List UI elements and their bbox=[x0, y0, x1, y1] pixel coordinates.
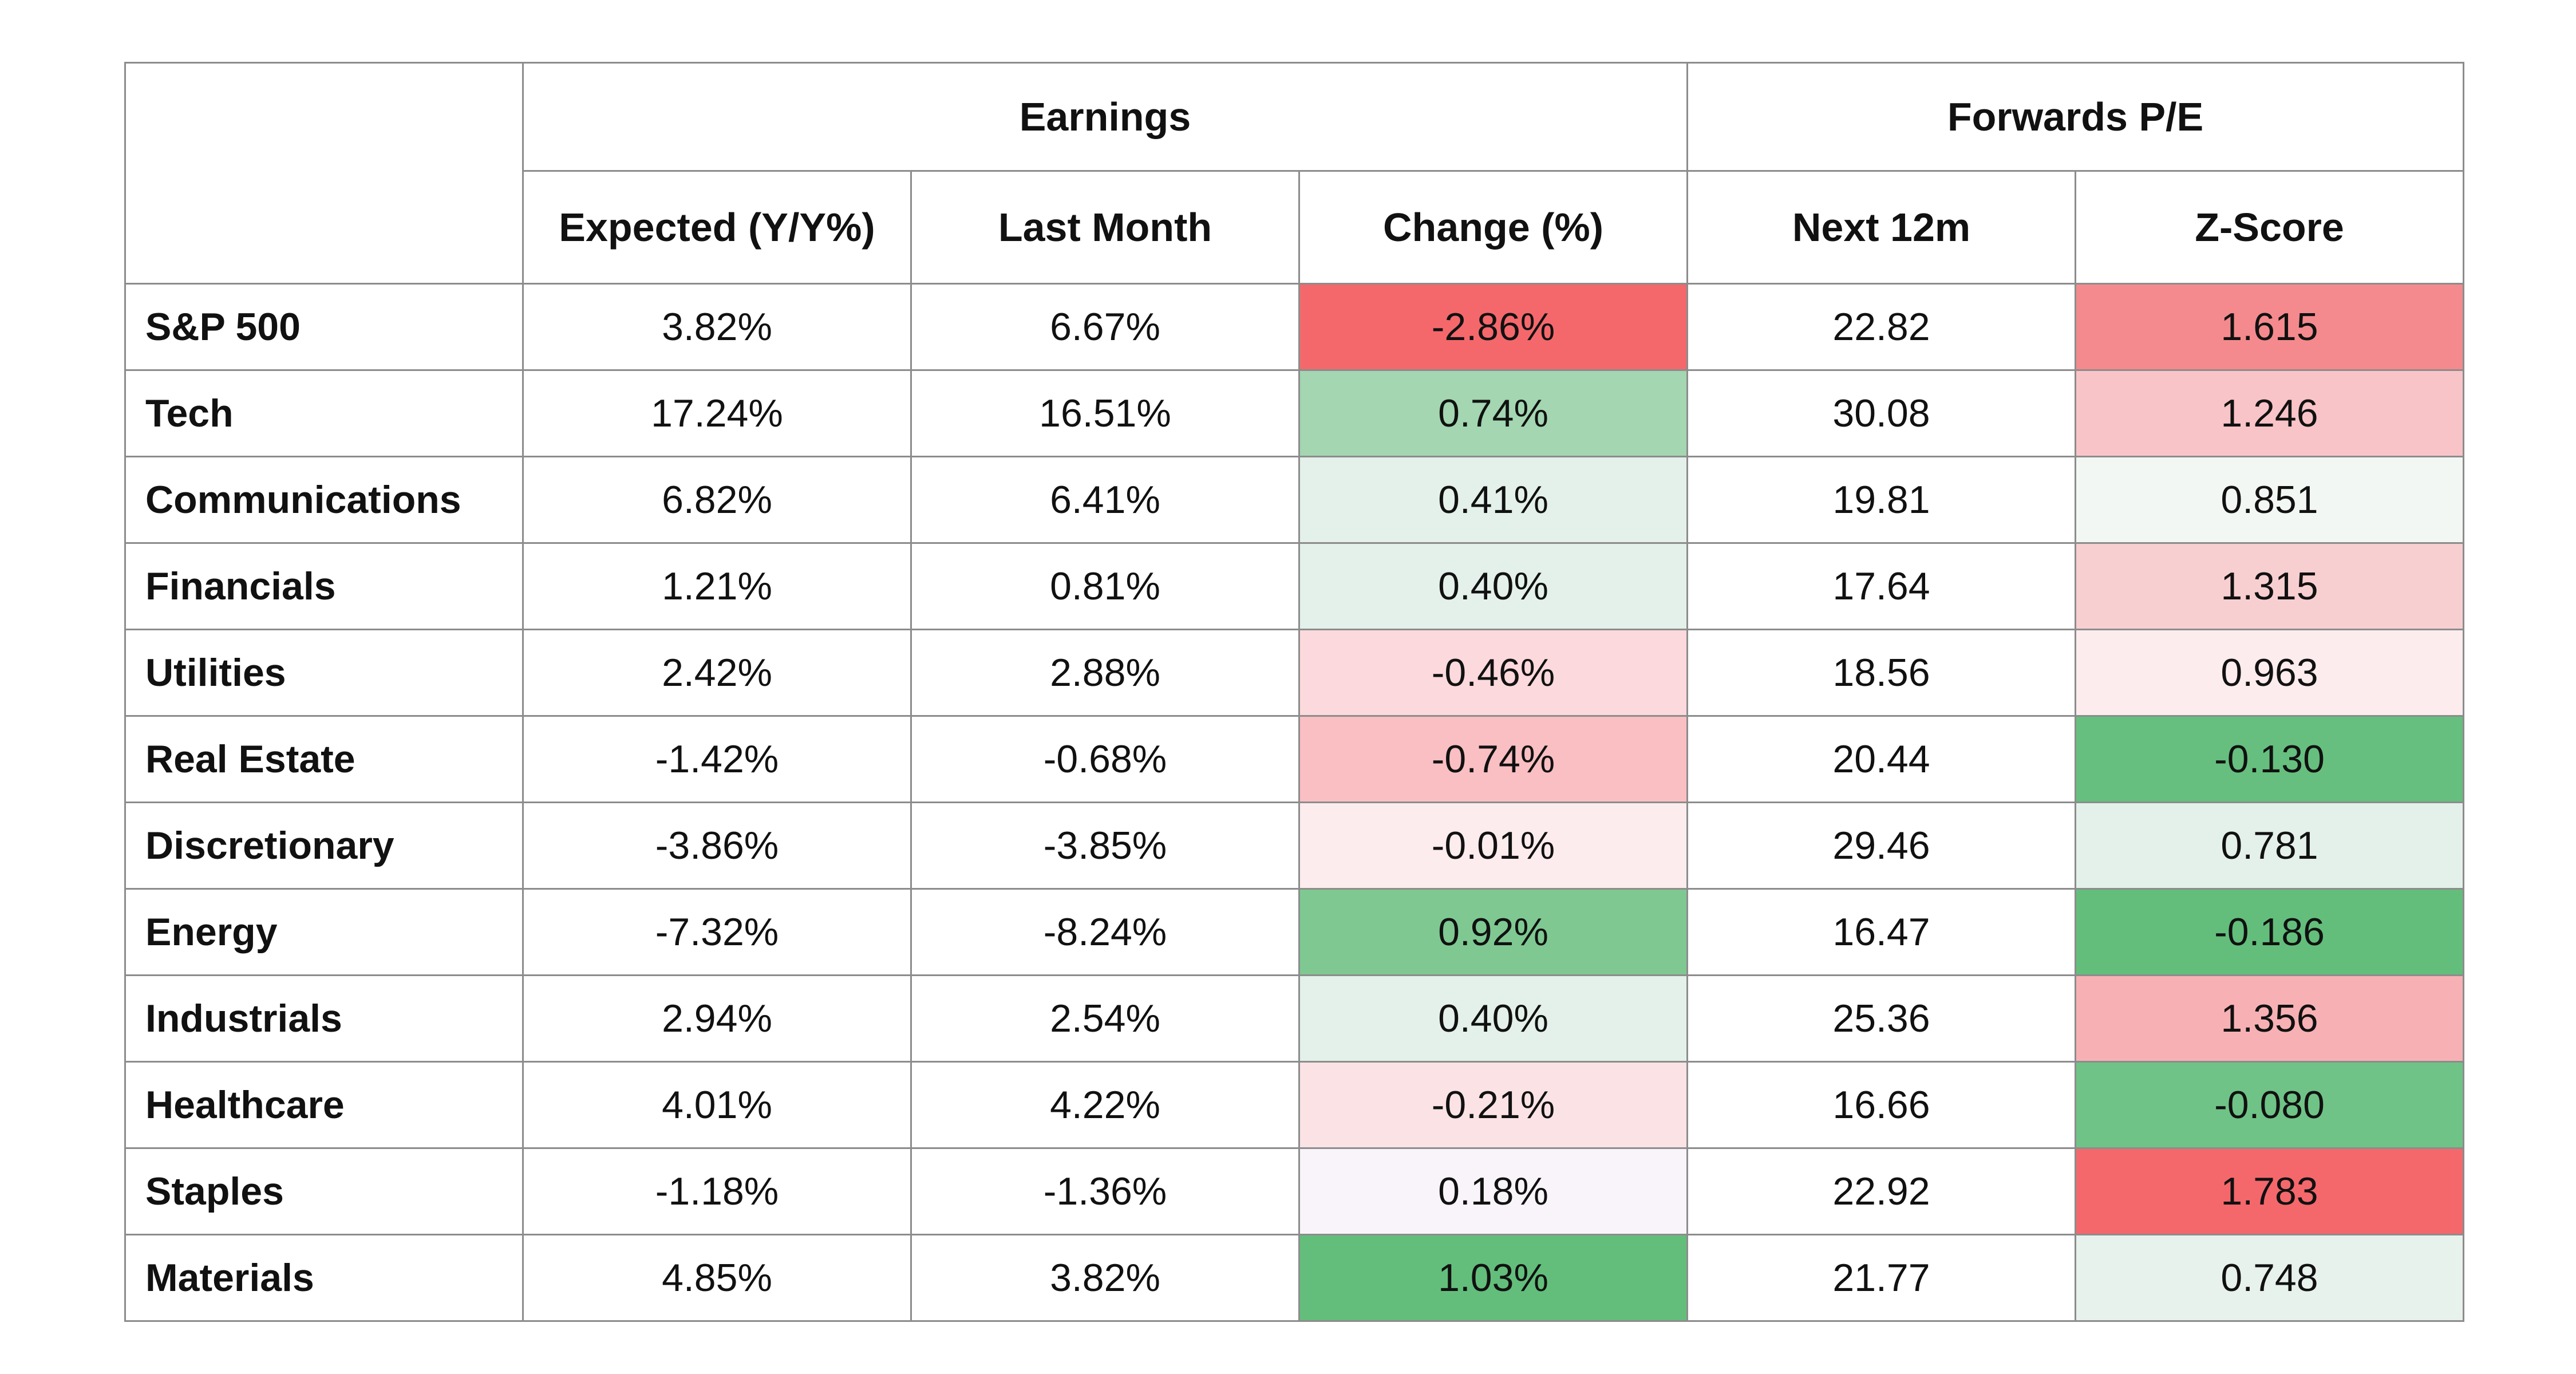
last-month-cell: 16.51% bbox=[910, 369, 1300, 457]
column-header-expected: Expected (Y/Y%) bbox=[522, 170, 912, 285]
expected-cell: 17.24% bbox=[522, 369, 912, 457]
expected-cell: 3.82% bbox=[522, 283, 912, 371]
z-score-cell: 0.781 bbox=[2075, 802, 2464, 890]
table-row: Staples -1.18% -1.36% 0.18% 22.92 1.783 bbox=[124, 1147, 2464, 1235]
next-12m-cell: 20.44 bbox=[1686, 715, 2076, 803]
table-row: S&P 500 3.82% 6.67% -2.86% 22.82 1.615 bbox=[124, 283, 2464, 371]
row-label-cell: Tech bbox=[124, 369, 524, 457]
column-header-change: Change (%) bbox=[1298, 170, 1688, 285]
expected-cell: 6.82% bbox=[522, 456, 912, 544]
change-cell: 0.41% bbox=[1298, 456, 1688, 544]
next-12m-cell: 25.36 bbox=[1686, 974, 2076, 1063]
next-12m-cell: 17.64 bbox=[1686, 542, 2076, 630]
column-header-row: Expected (Y/Y%) Last Month Change (%) Ne… bbox=[125, 170, 2464, 285]
next-12m-cell: 22.92 bbox=[1686, 1147, 2076, 1235]
next-12m-cell: 22.82 bbox=[1686, 283, 2076, 371]
expected-cell: -1.18% bbox=[522, 1147, 912, 1235]
expected-cell: -1.42% bbox=[522, 715, 912, 803]
change-cell: 0.40% bbox=[1298, 542, 1688, 630]
change-cell: -0.21% bbox=[1298, 1061, 1688, 1149]
expected-cell: -3.86% bbox=[522, 802, 912, 890]
row-label-cell: Energy bbox=[124, 888, 524, 976]
next-12m-cell: 30.08 bbox=[1686, 369, 2076, 457]
group-header-forwards-pe: Forwards P/E bbox=[1686, 62, 2464, 172]
row-label-cell: Utilities bbox=[124, 629, 524, 717]
group-header-row: Earnings Forwards P/E bbox=[124, 62, 2464, 285]
table-row: Healthcare 4.01% 4.22% -0.21% 16.66 -0.080 bbox=[124, 1061, 2464, 1149]
last-month-cell: 0.81% bbox=[910, 542, 1300, 630]
table-row: Tech 17.24% 16.51% 0.74% 30.08 1.246 bbox=[124, 369, 2464, 457]
next-12m-cell: 18.56 bbox=[1686, 629, 2076, 717]
change-cell: 0.74% bbox=[1298, 369, 1688, 457]
earnings-pe-table: Earnings Forwards P/E Expected (Y/Y%) La… bbox=[124, 62, 2464, 1322]
last-month-cell: 6.67% bbox=[910, 283, 1300, 371]
expected-cell: -7.32% bbox=[522, 888, 912, 976]
expected-cell: 2.42% bbox=[522, 629, 912, 717]
column-header-next-12m: Next 12m bbox=[1686, 170, 2076, 285]
change-cell: 0.92% bbox=[1298, 888, 1688, 976]
last-month-cell: 3.82% bbox=[910, 1234, 1300, 1322]
table-row: Financials 1.21% 0.81% 0.40% 17.64 1.315 bbox=[124, 542, 2464, 630]
last-month-cell: 2.54% bbox=[910, 974, 1300, 1063]
row-label-cell: Healthcare bbox=[124, 1061, 524, 1149]
table-row: Materials 4.85% 3.82% 1.03% 21.77 0.748 bbox=[124, 1234, 2464, 1322]
column-header-last-month: Last Month bbox=[910, 170, 1300, 285]
change-cell: 0.40% bbox=[1298, 974, 1688, 1063]
row-label-cell: Real Estate bbox=[124, 715, 524, 803]
table-row: Communications 6.82% 6.41% 0.41% 19.81 0.851 bbox=[124, 456, 2464, 544]
corner-header-cell bbox=[124, 62, 524, 285]
row-label-cell: Staples bbox=[124, 1147, 524, 1235]
next-12m-cell: 16.66 bbox=[1686, 1061, 2076, 1149]
z-score-cell: 0.851 bbox=[2075, 456, 2464, 544]
last-month-cell: 6.41% bbox=[910, 456, 1300, 544]
table-row: Discretionary -3.86% -3.85% -0.01% 29.46 0.78… bbox=[124, 802, 2464, 890]
table-body: S&P 500 3.82% 6.67% -2.86% 22.82 1.615 Tech 17.… bbox=[124, 283, 2464, 1322]
next-12m-cell: 29.46 bbox=[1686, 802, 2076, 890]
next-12m-cell: 16.47 bbox=[1686, 888, 2076, 976]
row-label-cell: Financials bbox=[124, 542, 524, 630]
z-score-cell: -0.130 bbox=[2075, 715, 2464, 803]
last-month-cell: -1.36% bbox=[910, 1147, 1300, 1235]
z-score-cell: 1.246 bbox=[2075, 369, 2464, 457]
z-score-cell: 1.615 bbox=[2075, 283, 2464, 371]
change-cell: 0.18% bbox=[1298, 1147, 1688, 1235]
change-cell: -2.86% bbox=[1298, 283, 1688, 371]
next-12m-cell: 21.77 bbox=[1686, 1234, 2076, 1322]
expected-cell: 4.85% bbox=[522, 1234, 912, 1322]
z-score-cell: -0.186 bbox=[2075, 888, 2464, 976]
expected-cell: 1.21% bbox=[522, 542, 912, 630]
table-row: Industrials 2.94% 2.54% 0.40% 25.36 1.356 bbox=[124, 974, 2464, 1063]
group-header-earnings: Earnings bbox=[522, 62, 1688, 172]
row-label-cell: Discretionary bbox=[124, 802, 524, 890]
change-cell: 1.03% bbox=[1298, 1234, 1688, 1322]
last-month-cell: -3.85% bbox=[910, 802, 1300, 890]
row-label-cell: S&P 500 bbox=[124, 283, 524, 371]
column-header-z-score: Z-Score bbox=[2075, 170, 2464, 285]
table-row: Utilities 2.42% 2.88% -0.46% 18.56 0.963 bbox=[124, 629, 2464, 717]
expected-cell: 2.94% bbox=[522, 974, 912, 1063]
last-month-cell: -0.68% bbox=[910, 715, 1300, 803]
z-score-cell: 0.748 bbox=[2075, 1234, 2464, 1322]
last-month-cell: -8.24% bbox=[910, 888, 1300, 976]
change-cell: -0.74% bbox=[1298, 715, 1688, 803]
change-cell: -0.46% bbox=[1298, 629, 1688, 717]
z-score-cell: 1.783 bbox=[2075, 1147, 2464, 1235]
row-label-cell: Industrials bbox=[124, 974, 524, 1063]
z-score-cell: 0.963 bbox=[2075, 629, 2464, 717]
expected-cell: 4.01% bbox=[522, 1061, 912, 1149]
table-row: Real Estate -1.42% -0.68% -0.74% 20.44 -0.130 bbox=[124, 715, 2464, 803]
sector-table: Earnings Forwards P/E Expected (Y/Y%) La… bbox=[124, 62, 2464, 1322]
row-label-cell: Materials bbox=[124, 1234, 524, 1322]
row-label-cell: Communications bbox=[124, 456, 524, 544]
z-score-cell: 1.356 bbox=[2075, 974, 2464, 1063]
last-month-cell: 4.22% bbox=[910, 1061, 1300, 1149]
table-row: Energy -7.32% -8.24% 0.92% 16.47 -0.186 bbox=[124, 888, 2464, 976]
z-score-cell: 1.315 bbox=[2075, 542, 2464, 630]
last-month-cell: 2.88% bbox=[910, 629, 1300, 717]
next-12m-cell: 19.81 bbox=[1686, 456, 2076, 544]
change-cell: -0.01% bbox=[1298, 802, 1688, 890]
z-score-cell: -0.080 bbox=[2075, 1061, 2464, 1149]
